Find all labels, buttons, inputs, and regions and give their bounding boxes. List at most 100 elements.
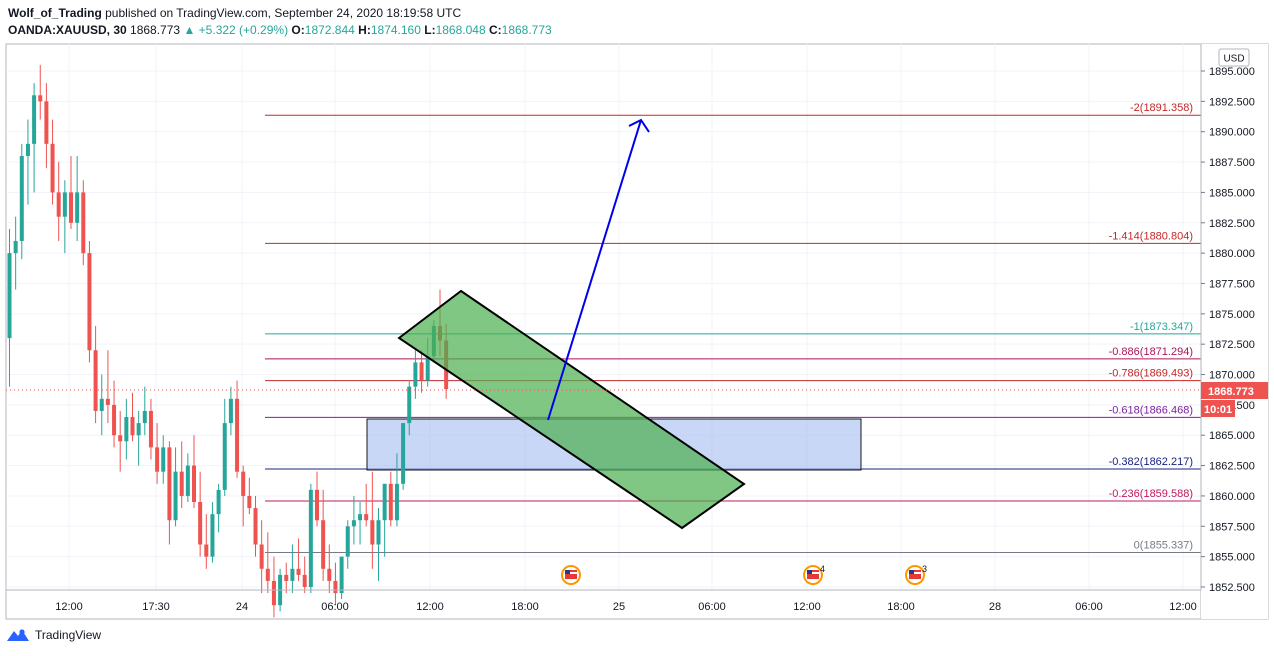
candle-body	[62, 192, 67, 217]
y-tick-label: 1860.000	[1209, 491, 1255, 503]
candle-body	[210, 514, 215, 557]
candle-body	[136, 423, 141, 436]
candle-body	[259, 544, 264, 569]
candle-body	[204, 544, 209, 557]
candle-body	[130, 417, 135, 436]
candle-body	[308, 489, 313, 587]
x-tick-label: 12:00	[55, 601, 83, 613]
forecast-arrow[interactable]	[547, 118, 650, 421]
countdown-text: 10:01	[1204, 404, 1232, 416]
chart-header: Wolf_of_Trading published on TradingView…	[8, 5, 1208, 38]
candle-body	[333, 580, 338, 594]
low-value: 1868.048	[435, 23, 486, 37]
candle-body	[99, 398, 104, 411]
y-tick-label: 1870.000	[1209, 370, 1255, 382]
candle-body	[290, 568, 295, 581]
candle-body	[38, 95, 43, 102]
x-tick-label: 12:00	[1169, 601, 1197, 613]
candle-body	[13, 240, 18, 254]
candle-body	[413, 362, 418, 387]
x-tick-label: 06:00	[321, 601, 349, 613]
candle-body	[388, 483, 393, 521]
candle-body	[44, 101, 49, 144]
price-axis[interactable]: 1852.500 1855.000 1857.500 1860.000 1862.500…	[1201, 66, 1255, 594]
candle-body	[173, 471, 178, 521]
x-tick-label: 28	[989, 601, 1001, 613]
axis-corner	[1201, 590, 1268, 619]
us-flag-event-icon[interactable]: 4	[803, 564, 825, 585]
currency-label: USD	[1223, 54, 1244, 65]
y-tick-label: 1890.000	[1209, 127, 1255, 139]
candle-body	[364, 514, 369, 521]
us-flag-event-icon[interactable]	[561, 565, 581, 585]
candle-body	[302, 574, 307, 587]
currency-badge[interactable]	[1218, 48, 1250, 67]
candle-body	[148, 410, 153, 448]
x-tick-label: 18:00	[511, 601, 539, 613]
candle-body	[419, 362, 424, 381]
y-tick-label: 1865.000	[1209, 430, 1255, 442]
candle-body	[425, 356, 430, 381]
candle-body	[112, 404, 117, 436]
symbol-label[interactable]: OANDA:XAUUSD, 30	[8, 23, 127, 37]
candle-body	[167, 447, 172, 521]
change-up-icon: ▲	[183, 23, 196, 37]
candle-body	[241, 471, 246, 496]
fib-extension[interactable]: -2(1891.358) -1.414(1880.804) -1(1873.347)…	[265, 102, 1201, 554]
author-name[interactable]: Wolf_of_Trading	[8, 6, 102, 20]
publish-line: Wolf_of_Trading published on TradingView…	[8, 5, 1208, 21]
candle-body	[155, 447, 160, 472]
x-tick-label: 12:00	[793, 601, 821, 613]
candle-body	[7, 253, 12, 339]
fib-level-label: -0.382(1862.217)	[1109, 456, 1193, 468]
last-price: 1868.773	[130, 23, 181, 37]
candle-body	[161, 447, 166, 472]
time-axis[interactable]: 12:00 17:30 24 06:00 12:00 18:00 25 06:00 12:00 1…	[55, 601, 1197, 613]
candle-body	[271, 580, 276, 606]
tradingview-logo-icon[interactable]	[6, 628, 30, 642]
event-count: 4	[820, 564, 825, 574]
low-label: L:	[424, 23, 436, 37]
candle-body	[118, 435, 123, 442]
candle-body	[81, 192, 86, 254]
candle-body	[407, 386, 412, 424]
x-tick-label: 25	[613, 601, 625, 613]
brand-name[interactable]: TradingView	[35, 628, 102, 642]
candle-body	[327, 568, 332, 581]
y-tick-label: 1877.500	[1209, 278, 1255, 290]
arrowhead-icon	[628, 118, 650, 133]
fib-level-label: -2(1891.358)	[1130, 102, 1193, 114]
us-flag-event-icon[interactable]: 3	[905, 564, 927, 585]
fib-level-label: -0.618(1866.468)	[1109, 404, 1193, 416]
candle-body	[216, 489, 221, 515]
last-price-tag	[1201, 382, 1268, 399]
candle-body	[321, 520, 326, 569]
candle-body	[284, 574, 289, 581]
event-markers[interactable]: 4 3	[561, 564, 927, 585]
candle-body	[87, 253, 92, 351]
fib-level-label: -1(1873.347)	[1130, 321, 1193, 333]
candle-body	[339, 556, 344, 594]
y-tick-label: 1892.500	[1209, 96, 1255, 108]
candle-body	[247, 495, 252, 509]
candle-body	[105, 398, 110, 405]
candle-body	[124, 417, 129, 442]
x-tick-label: 12:00	[416, 601, 444, 613]
last-price-tag-text: 1868.773	[1208, 386, 1254, 398]
candle-body	[253, 508, 258, 545]
candle-body	[56, 192, 61, 217]
candle-body	[179, 471, 184, 496]
price-axis-bg	[1201, 44, 1268, 619]
high-value: 1874.160	[370, 23, 421, 37]
y-tick-label: 1875.000	[1209, 309, 1255, 321]
event-count: 3	[922, 564, 927, 574]
y-tick-label: 1882.500	[1209, 218, 1255, 230]
y-tick-label: 1857.500	[1209, 521, 1255, 533]
candle-body	[315, 489, 319, 521]
candle-body	[376, 520, 381, 545]
ohlc-line: OANDA:XAUUSD, 30 1868.773 ▲ +5.322 (+0.2…	[8, 22, 1208, 38]
candles	[7, 64, 449, 618]
candle-body	[401, 423, 406, 484]
channel-rectangle[interactable]	[397, 289, 746, 530]
